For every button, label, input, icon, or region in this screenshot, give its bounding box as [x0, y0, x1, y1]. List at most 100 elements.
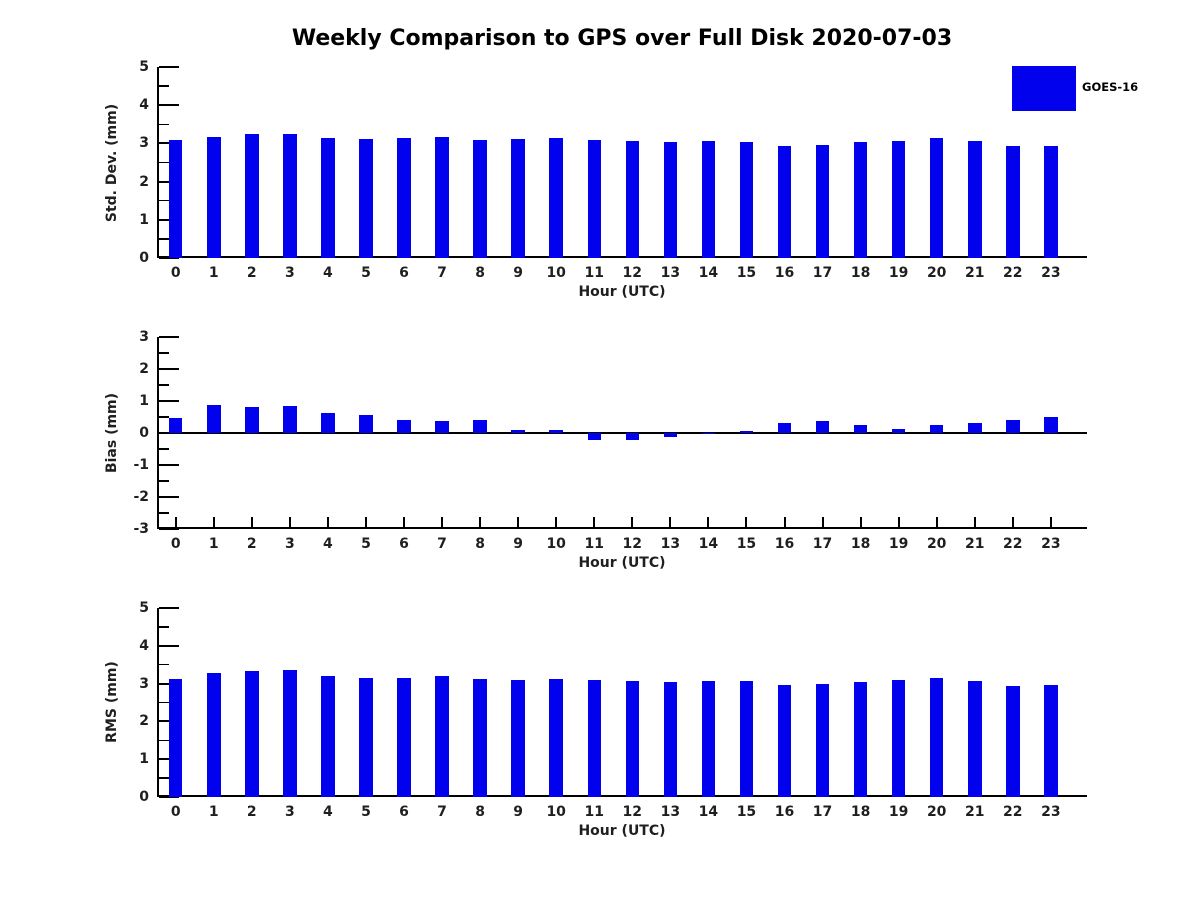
x-tick — [745, 517, 748, 527]
bar-hour-16 — [777, 146, 792, 258]
y-tick-minor — [159, 512, 169, 514]
x-tick-label: 1 — [208, 804, 219, 820]
x-tick-label: 10 — [546, 804, 566, 820]
y-tick-label: 0 — [139, 425, 149, 441]
bar-hour-21 — [968, 680, 982, 797]
x-tick-label: 4 — [323, 265, 333, 281]
y-tick-label: 3 — [139, 135, 149, 152]
x-tick — [479, 517, 482, 527]
x-tick — [364, 517, 367, 527]
x-tick-label: 6 — [399, 804, 409, 820]
x-tick-label: 13 — [660, 804, 681, 820]
x-tick-label: 10 — [546, 265, 566, 281]
y-tick-minor — [159, 123, 169, 126]
bar-hour-22 — [1006, 420, 1020, 433]
bar-hour-19 — [891, 429, 906, 433]
x-tick-label: 17 — [812, 536, 833, 552]
x-axis-label-std-dev: Hour (UTC) — [578, 284, 666, 300]
bar-hour-9 — [511, 679, 525, 797]
x-tick-label: 15 — [736, 265, 757, 281]
bar-hour-3 — [283, 406, 297, 433]
x-tick-label: 8 — [475, 536, 485, 552]
y-tick-minor — [159, 480, 169, 482]
bar-hour-1 — [207, 405, 221, 433]
x-tick-label: 13 — [660, 536, 681, 552]
y-tick-label: 2 — [139, 361, 149, 377]
x-tick-label: 0 — [170, 536, 181, 552]
y-tick-major — [159, 528, 179, 530]
x-tick — [555, 517, 558, 527]
y-tick-minor — [159, 384, 169, 386]
bar-hour-20 — [929, 138, 944, 258]
y-axis-label-std-dev: Std. Dev. (mm) — [104, 103, 120, 223]
x-axis-line — [157, 527, 1087, 529]
bar-hour-20 — [929, 425, 944, 433]
bar-hour-4 — [321, 675, 335, 797]
y-tick-major — [159, 496, 179, 498]
y-tick-minor — [159, 199, 169, 202]
x-tick-label: 22 — [1003, 804, 1023, 820]
bar-hour-0 — [168, 417, 183, 433]
x-tick-label: 18 — [850, 536, 871, 552]
x-tick — [326, 517, 329, 527]
x-tick-label: 2 — [246, 536, 257, 552]
y-tick-label: 0 — [139, 250, 149, 266]
x-tick-label: 20 — [926, 536, 947, 552]
chart-title: Weekly Comparison to GPS over Full Disk … — [291, 26, 953, 51]
bar-hour-1 — [207, 672, 221, 797]
bar-hour-20 — [929, 678, 944, 797]
bar-hour-18 — [853, 682, 868, 797]
bar-hour-0 — [168, 679, 183, 797]
y-tick-label: -1 — [133, 457, 149, 473]
bar-hour-5 — [359, 677, 373, 797]
legend-swatch-goes16 — [1012, 66, 1076, 111]
x-tick-label: 12 — [622, 804, 643, 820]
y-tick-major — [159, 336, 179, 338]
x-tick — [403, 517, 405, 527]
x-tick-label: 0 — [170, 804, 181, 820]
x-tick-label: 6 — [399, 265, 409, 281]
x-tick-label: 4 — [323, 804, 333, 820]
y-tick-minor — [159, 663, 169, 666]
x-tick-label: 15 — [736, 804, 757, 820]
y-tick-major — [159, 432, 179, 434]
bar-hour-5 — [359, 415, 373, 433]
y-tick-major — [159, 257, 179, 259]
y-tick-label: 1 — [139, 211, 149, 228]
bar-hour-3 — [283, 134, 297, 258]
x-tick — [1049, 517, 1052, 527]
x-tick-label: 17 — [812, 804, 833, 820]
bar-hour-17 — [815, 421, 830, 433]
x-tick-label: 6 — [399, 536, 409, 552]
bar-hour-2 — [245, 133, 259, 258]
bar-hour-6 — [397, 420, 411, 433]
x-tick-label: 17 — [812, 265, 833, 281]
y-tick-major — [159, 104, 179, 107]
x-tick-label: 22 — [1003, 536, 1023, 552]
y-tick-label: 1 — [139, 751, 149, 768]
x-tick-label: 5 — [361, 536, 371, 552]
bar-hour-21 — [968, 141, 982, 258]
y-axis-spine — [157, 608, 159, 797]
bar-hour-7 — [435, 136, 449, 258]
x-tick — [897, 517, 900, 527]
x-axis-line — [157, 256, 1087, 258]
y-tick-major — [159, 66, 179, 68]
y-tick-minor — [159, 448, 169, 450]
x-tick-label: 16 — [774, 536, 795, 552]
legend-label: GOES-16 — [1082, 80, 1139, 94]
y-tick-major — [159, 464, 179, 466]
bar-hour-11 — [587, 433, 601, 440]
bar-hour-9 — [511, 430, 525, 433]
y-tick-minor — [159, 352, 169, 354]
y-tick-label: 4 — [139, 97, 149, 114]
bar-hour-12 — [625, 680, 640, 797]
bar-hour-14 — [701, 433, 716, 434]
y-tick-label: -3 — [133, 521, 149, 537]
y-tick-label: 4 — [139, 637, 149, 654]
x-tick-label: 3 — [284, 536, 295, 552]
x-axis-line — [157, 795, 1087, 797]
y-axis-spine — [157, 67, 159, 258]
x-tick — [631, 517, 634, 527]
bar-hour-11 — [587, 679, 601, 797]
